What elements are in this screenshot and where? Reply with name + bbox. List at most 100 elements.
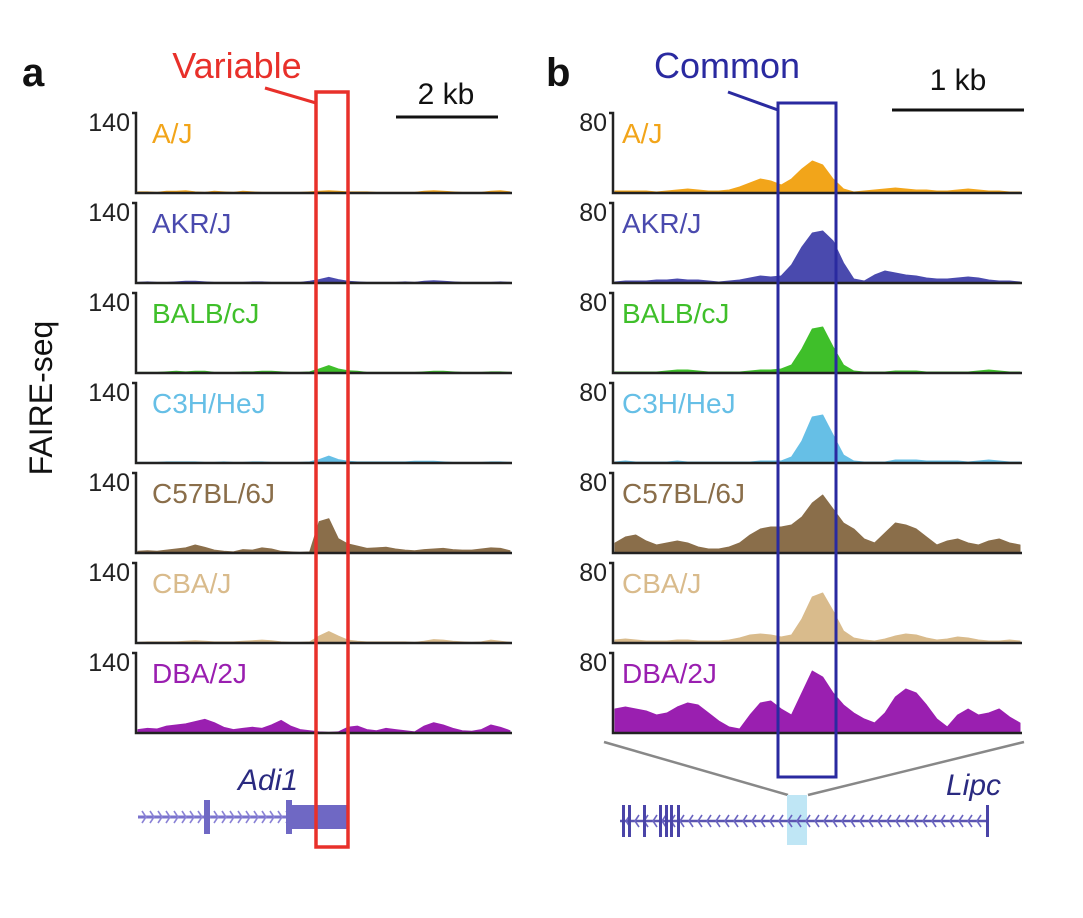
chevron-icon [652, 814, 658, 828]
chevron-icon [868, 814, 874, 828]
adi1-exon-1 [204, 800, 210, 834]
chevron-icon [245, 810, 251, 824]
strain-label: A/J [152, 118, 192, 149]
track-axis [609, 381, 1022, 465]
strain-label: C57BL/6J [622, 478, 745, 509]
lipc-exons [622, 805, 989, 837]
track-dba-2j: 140 DBA/2J [88, 649, 512, 735]
signal-area [614, 494, 1021, 554]
track-cba-j: 140 CBA/J [88, 559, 512, 645]
scale-bar-label-b: 1 kb [930, 64, 987, 97]
strain-label: C3H/HeJ [152, 388, 266, 419]
track-balb-cj: 80 BALB/cJ [579, 289, 1022, 375]
chevron-icon [904, 814, 910, 828]
chevron-icon [157, 810, 163, 824]
chevron-icon [976, 814, 982, 828]
track-axis [132, 291, 512, 375]
chevron-icon [724, 814, 730, 828]
track-axis [609, 201, 1022, 285]
gene-model-adi1: Adi1 [138, 764, 348, 834]
track-axis [132, 381, 512, 465]
panel-a: a Variable 2 kb 140 A/J 140 AKR/J 140 BALB/cJ… [22, 45, 512, 849]
chevron-icon [823, 814, 829, 828]
signal-area [614, 160, 1021, 194]
track-axis [609, 471, 1022, 555]
chevron-icon [197, 810, 203, 824]
chevron-icon [805, 814, 811, 828]
chevron-icon [229, 810, 235, 824]
track-c3h-hej: 140 C3H/HeJ [88, 379, 512, 465]
track-dba-2j: 80 DBA/2J [579, 649, 1022, 735]
track-a-j: 140 A/J [88, 109, 512, 195]
chevron-icon [742, 814, 748, 828]
adi1-exon-2 [286, 800, 292, 834]
chevron-icon [949, 814, 955, 828]
track-axis [132, 201, 512, 285]
track-axis [609, 561, 1022, 645]
chevron-icon [967, 814, 973, 828]
chevron-icon [149, 810, 155, 824]
panel-letter-b: b [546, 51, 570, 95]
variable-highlight-box [314, 90, 350, 849]
chevron-icon [165, 810, 171, 824]
lipc-exon [986, 805, 989, 837]
lipc-exon [670, 805, 673, 837]
track-axis [132, 111, 512, 195]
track-axis [609, 651, 1022, 735]
chevron-icon [787, 814, 793, 828]
chevron-icon [706, 814, 712, 828]
chevron-icon [931, 814, 937, 828]
panel-letter-a: a [22, 51, 45, 95]
strain-label: A/J [622, 118, 662, 149]
tracks-a: 140 A/J 140 AKR/J 140 BALB/cJ 140 C3H/HeJ 140 C57… [88, 109, 512, 735]
signal-area [614, 670, 1021, 734]
chevron-icon [253, 810, 259, 824]
tracks-b: 80 A/J 80 AKR/J 80 BALB/cJ 80 C3H/HeJ 80 C57BL/6J… [579, 109, 1022, 735]
gene-label-lipc: Lipc [946, 769, 1001, 802]
track-c57bl-6j: 80 C57BL/6J [579, 469, 1022, 555]
ytick-max-label: 80 [579, 469, 607, 497]
lipc-exon [677, 805, 680, 837]
strain-label: CBA/J [152, 568, 231, 599]
strain-label: CBA/J [622, 568, 701, 599]
chevron-icon [841, 814, 847, 828]
ytick-max-label: 140 [88, 289, 130, 317]
chevron-icon [751, 814, 757, 828]
lipc-exon [659, 805, 662, 837]
strain-label: BALB/cJ [622, 298, 729, 329]
strain-label: BALB/cJ [152, 298, 259, 329]
track-axis [132, 651, 512, 735]
chevron-icon [769, 814, 775, 828]
y-axis-label: FAIRE-seq [23, 321, 59, 476]
track-balb-cj: 140 BALB/cJ [88, 289, 512, 375]
lipc-exon [628, 805, 631, 837]
scale-bar-label-a: 2 kb [418, 78, 475, 111]
ytick-max-label: 80 [579, 199, 607, 227]
chevron-icon [237, 810, 243, 824]
chevron-icon [958, 814, 964, 828]
gene-label-adi1: Adi1 [236, 764, 298, 797]
track-axis [609, 111, 1022, 195]
ytick-max-label: 140 [88, 199, 130, 227]
track-cba-j: 80 CBA/J [579, 559, 1022, 645]
chevron-icon [859, 814, 865, 828]
lipc-exon [622, 805, 625, 837]
chevron-icon [189, 810, 195, 824]
track-a-j: 80 A/J [579, 109, 1022, 195]
chevron-icon [940, 814, 946, 828]
strain-label: C57BL/6J [152, 478, 275, 509]
chevron-icon [814, 814, 820, 828]
gene-model-lipc: Lipc [620, 769, 1001, 845]
chevron-icon [895, 814, 901, 828]
zoom-line-left [603, 740, 789, 797]
track-axis [132, 471, 512, 555]
variable-leader-line [264, 86, 317, 105]
ytick-max-label: 140 [88, 649, 130, 677]
ytick-max-label: 80 [579, 649, 607, 677]
strain-label: DBA/2J [622, 658, 717, 689]
ytick-max-label: 80 [579, 559, 607, 587]
strain-label: DBA/2J [152, 658, 247, 689]
ytick-max-label: 140 [88, 559, 130, 587]
chevron-icon [634, 814, 640, 828]
